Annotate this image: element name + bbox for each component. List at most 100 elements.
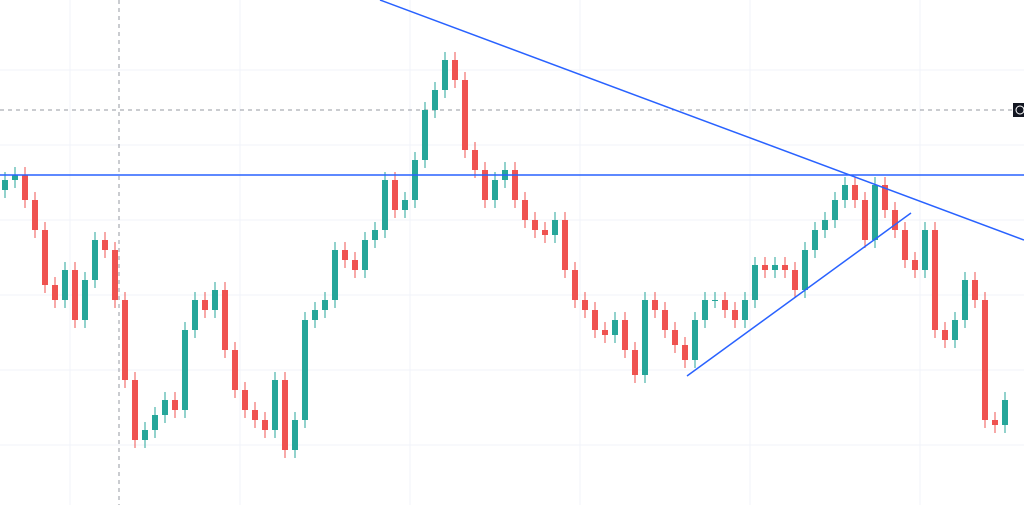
- candle-body: [142, 430, 148, 440]
- candle-body: [442, 60, 448, 90]
- candle-body: [352, 260, 358, 270]
- candle-body: [602, 330, 608, 335]
- candle-body: [872, 185, 878, 240]
- candle-body: [562, 220, 568, 270]
- candle-body: [772, 265, 778, 270]
- candle-body: [432, 90, 438, 110]
- crosshair-button[interactable]: [1013, 103, 1024, 117]
- candle-body: [632, 350, 638, 375]
- candle-body: [112, 250, 118, 300]
- candle-body: [482, 170, 488, 200]
- candle-body: [42, 230, 48, 285]
- candle-body: [942, 330, 948, 340]
- candle-body: [342, 250, 348, 260]
- candle-body: [202, 300, 208, 310]
- candle-body: [532, 220, 538, 230]
- candle-body: [952, 320, 958, 340]
- candle-body: [402, 200, 408, 210]
- candle-body: [822, 220, 828, 230]
- candle-body: [762, 265, 768, 270]
- candle-body: [832, 200, 838, 220]
- candle-body: [282, 380, 288, 450]
- candle-body: [742, 300, 748, 320]
- candle-body: [642, 300, 648, 375]
- candle-body: [972, 280, 978, 300]
- candle-body: [552, 220, 558, 235]
- candle-body: [1002, 400, 1008, 425]
- candle-body: [332, 250, 338, 300]
- candle-body: [372, 230, 378, 240]
- candle-body: [512, 170, 518, 200]
- candle-body: [2, 180, 8, 190]
- candle-body: [752, 265, 758, 300]
- candle-body: [862, 200, 868, 240]
- candle-body: [392, 180, 398, 210]
- candle-body: [712, 300, 718, 301]
- candle-body: [722, 300, 728, 310]
- candle-body: [422, 110, 428, 160]
- candle-body: [732, 310, 738, 320]
- candle-body: [682, 345, 688, 360]
- candle-body: [272, 380, 278, 430]
- candle-body: [962, 280, 968, 320]
- candle-body: [362, 240, 368, 270]
- candle-body: [412, 160, 418, 200]
- candle-body: [12, 175, 18, 180]
- candle-body: [172, 400, 178, 410]
- candle-body: [522, 200, 528, 220]
- candle-body: [192, 300, 198, 330]
- candle-body: [292, 420, 298, 450]
- candle-body: [592, 310, 598, 330]
- candle-body: [892, 210, 898, 230]
- candle-body: [262, 420, 268, 430]
- candle-body: [662, 310, 668, 330]
- candle-body: [702, 300, 708, 320]
- candle-body: [672, 330, 678, 345]
- candle-body: [82, 280, 88, 320]
- candle-body: [452, 60, 458, 80]
- candle-body: [102, 240, 108, 250]
- candle-body: [692, 320, 698, 360]
- candle-body: [902, 230, 908, 260]
- candle-body: [182, 330, 188, 410]
- candle-body: [802, 250, 808, 290]
- candle-body: [22, 175, 28, 200]
- candle-body: [302, 320, 308, 420]
- candle-body: [312, 310, 318, 320]
- candle-body: [812, 230, 818, 250]
- candle-body: [612, 320, 618, 335]
- candle-body: [912, 260, 918, 270]
- candle-body: [542, 230, 548, 235]
- candle-body: [152, 415, 158, 430]
- candle-body: [932, 230, 938, 330]
- candle-body: [582, 300, 588, 310]
- candle-body: [922, 230, 928, 270]
- candle-body: [472, 150, 478, 170]
- candle-body: [212, 290, 218, 310]
- candle-body: [852, 185, 858, 200]
- candle-body: [492, 180, 498, 200]
- candle-body: [62, 270, 68, 300]
- candle-body: [52, 285, 58, 300]
- trend-line: [379, 0, 1024, 241]
- candle-body: [232, 350, 238, 390]
- candle-body: [842, 185, 848, 200]
- candle-body: [782, 265, 788, 270]
- candle-body: [462, 80, 468, 150]
- trend-line: [686, 212, 912, 377]
- candles: [2, 52, 1008, 458]
- candle-body: [382, 180, 388, 230]
- candle-body: [32, 200, 38, 230]
- candle-body: [652, 300, 658, 310]
- candle-body: [252, 410, 258, 420]
- candle-body: [572, 270, 578, 300]
- candle-body: [792, 270, 798, 290]
- candle-body: [122, 300, 128, 380]
- candle-body: [162, 400, 168, 415]
- candle-body: [222, 290, 228, 350]
- candle-body: [132, 380, 138, 440]
- candle-body: [242, 390, 248, 410]
